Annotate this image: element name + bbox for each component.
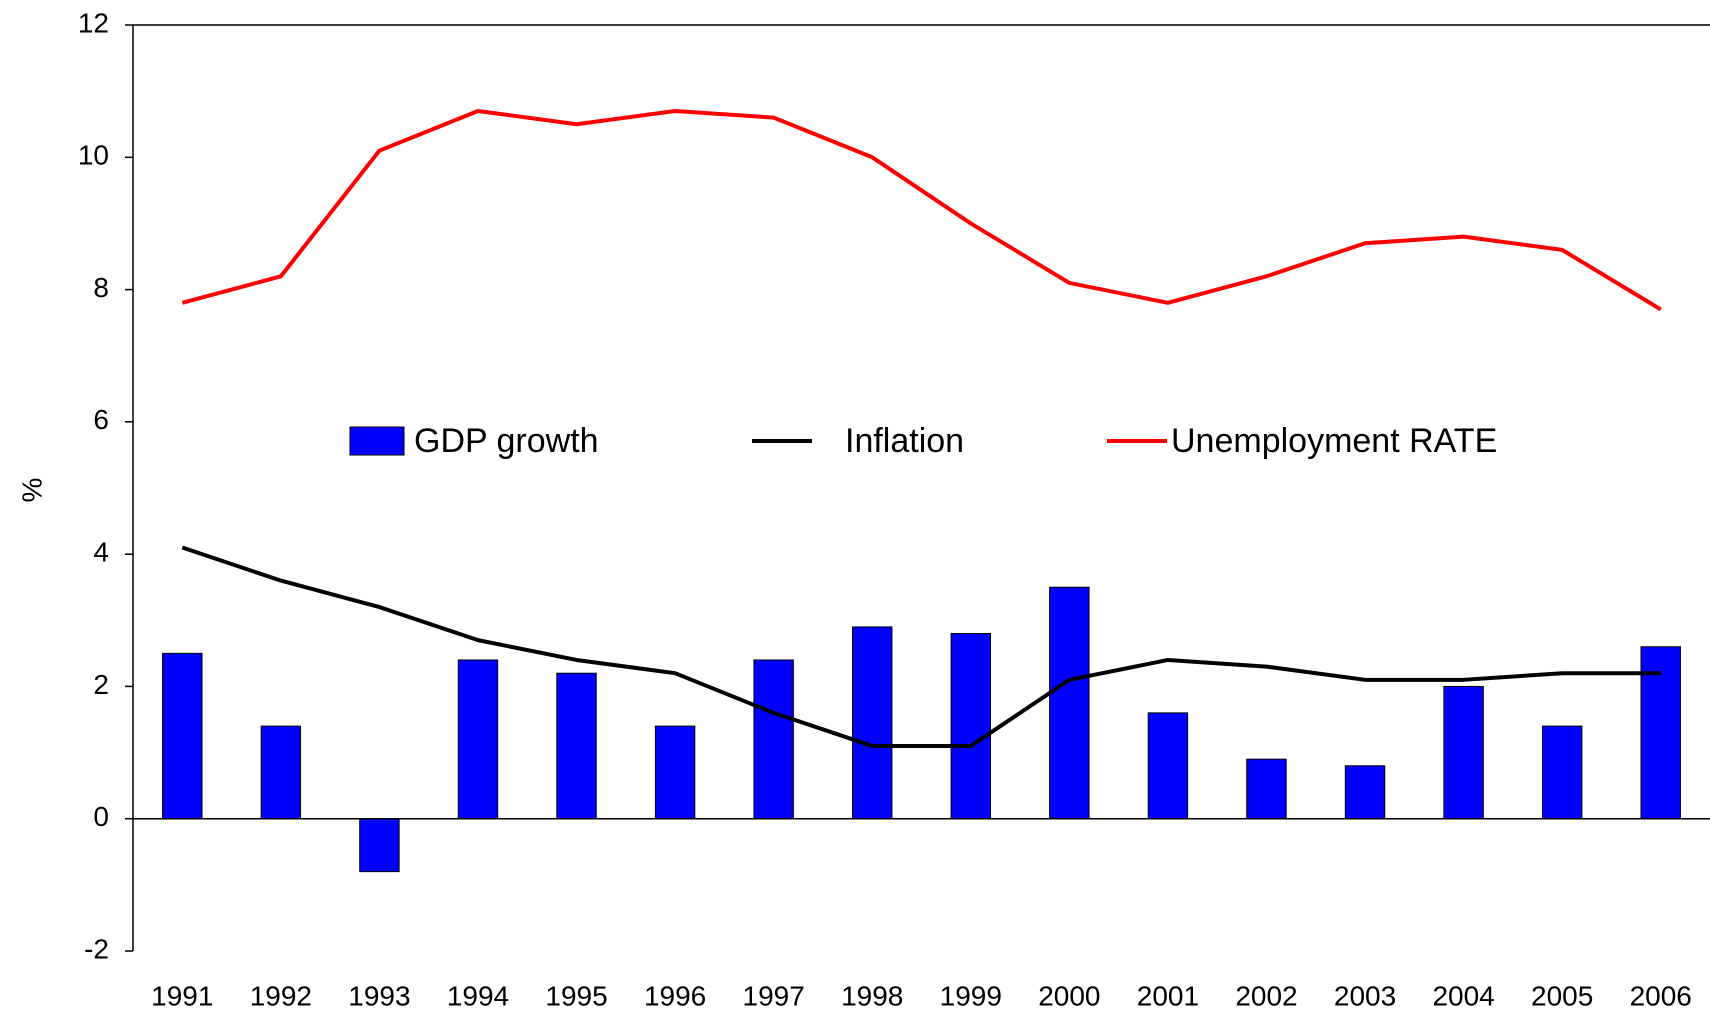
bar <box>1640 646 1681 820</box>
x-tick-label: 2002 <box>1235 980 1297 1011</box>
x-tick-label: 2004 <box>1432 980 1494 1011</box>
x-tick-label: 2000 <box>1038 980 1100 1011</box>
x-tick-label: 1999 <box>940 980 1002 1011</box>
bar <box>1344 765 1386 820</box>
bar <box>753 659 794 820</box>
y-tick-label: -2 <box>84 933 109 964</box>
legend-label: GDP growth <box>414 422 599 460</box>
x-tick-label: 1991 <box>151 980 213 1011</box>
y-tick-label: 10 <box>78 140 109 171</box>
x-tick-label: 1995 <box>545 980 607 1011</box>
y-axis-label: % <box>16 478 47 503</box>
legend-label: Inflation <box>845 422 964 460</box>
line <box>181 545 1661 748</box>
x-tick-label: 1992 <box>250 980 312 1011</box>
y-tick-label: 4 <box>93 537 109 568</box>
x-tick-label: 1997 <box>743 980 805 1011</box>
bar <box>359 818 400 873</box>
x-tick-label: 2003 <box>1334 980 1396 1011</box>
x-tick-label: 1993 <box>348 980 410 1011</box>
bar <box>654 725 696 820</box>
bar <box>457 659 499 820</box>
legend-label: Unemployment RATE <box>1171 422 1497 460</box>
x-tick-label: 1996 <box>644 980 706 1011</box>
y-tick-label: 2 <box>93 669 109 700</box>
y-tick-label: 6 <box>93 404 109 435</box>
bar <box>1246 758 1287 820</box>
x-tick-label: 2006 <box>1630 980 1692 1011</box>
x-tick-label: 1998 <box>841 980 903 1011</box>
bar <box>556 672 597 820</box>
x-tick-label: 2001 <box>1137 980 1199 1011</box>
line <box>181 108 1662 312</box>
y-tick-label: 12 <box>78 7 109 38</box>
bar <box>1147 712 1189 820</box>
legend-swatch <box>349 426 405 456</box>
x-tick-label: 2005 <box>1531 980 1593 1011</box>
bar <box>1541 725 1583 820</box>
bar <box>852 626 893 820</box>
bar <box>162 652 203 820</box>
bar <box>260 725 302 820</box>
y-tick-label: 8 <box>93 272 109 303</box>
bar <box>1443 685 1484 820</box>
y-tick-label: 0 <box>93 801 109 832</box>
bar <box>950 633 991 820</box>
bar <box>1049 586 1090 820</box>
x-tick-label: 1994 <box>447 980 509 1011</box>
